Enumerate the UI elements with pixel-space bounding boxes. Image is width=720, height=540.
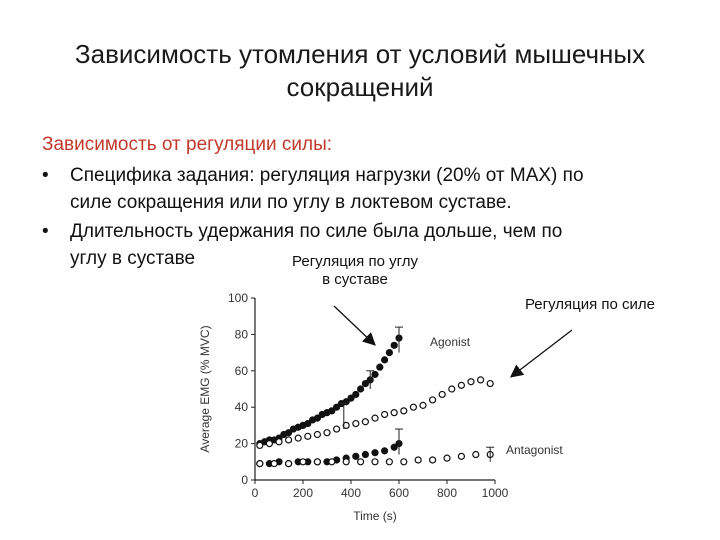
data-point: [438, 390, 446, 399]
x-tick-label: 1000: [482, 486, 509, 500]
slide-title: Зависимость утомления от условий мышечны…: [0, 38, 720, 104]
y-tick-label: 80: [235, 327, 249, 341]
y-tick-label: 0: [241, 473, 248, 487]
data-point: [270, 460, 278, 468]
data-point: [304, 419, 312, 428]
data-point: [385, 349, 393, 357]
data-point: [352, 390, 360, 399]
x-tick-label: 200: [293, 486, 313, 500]
data-point: [429, 396, 437, 404]
data-point: [371, 414, 379, 422]
data-point: [381, 447, 389, 455]
y-tick-label: 20: [235, 437, 249, 451]
data-point: [352, 452, 360, 460]
slide-title-line2: сокращений: [286, 72, 434, 102]
data-point: [467, 378, 475, 386]
data-point: [357, 385, 365, 393]
y-tick-label: 60: [235, 364, 249, 378]
data-point: [342, 421, 350, 429]
data-point: [285, 436, 293, 444]
bullet-line: углу в суставе: [70, 248, 196, 269]
arrow-joint: [333, 305, 376, 346]
bullet-item: • Длительность удержания по силе была до…: [42, 218, 682, 272]
data-point: [333, 403, 341, 411]
data-point: [361, 450, 369, 459]
data-point: [390, 443, 398, 451]
chart-axes: [251, 297, 496, 484]
data-point: [347, 394, 355, 402]
data-point: [400, 407, 408, 415]
bullet-list: • Специфика задания: регуляция нагрузки …: [42, 162, 682, 274]
x-tick-label: 600: [389, 486, 409, 500]
y-tick-label: 40: [235, 400, 249, 414]
data-point: [457, 381, 465, 389]
data-point: [299, 458, 307, 466]
bullet-dot-icon: •: [42, 221, 49, 242]
bullet-line: силе сокращения или по углу в локтевом с…: [70, 192, 512, 213]
data-point: [313, 430, 321, 439]
subheading: Зависимость от регуляции силы:: [42, 134, 333, 155]
annotation-joint-line1: Регуляция по углу: [292, 253, 418, 270]
data-point: [390, 341, 398, 349]
data-point: [385, 458, 393, 466]
data-point: [486, 379, 494, 388]
data-point: [285, 429, 293, 437]
data-point: [256, 441, 264, 450]
data-point: [352, 419, 360, 428]
bullet-item: • Специфика задания: регуляция нагрузки …: [42, 162, 682, 216]
data-point: [328, 458, 336, 466]
chart-labels: 0 200 400 600 800 1000 0 20 40 60 80 100 Time (s) Ave…: [198, 291, 563, 523]
x-tick-label: 800: [437, 486, 457, 500]
x-tick-label: 400: [341, 486, 361, 500]
data-point: [472, 450, 480, 459]
data-point: [381, 410, 389, 419]
data-point: [371, 449, 379, 457]
data-point: [371, 370, 379, 379]
data-point: [294, 434, 302, 442]
annotation-force-regulation: Регуляция по силе: [524, 296, 656, 313]
series-label-agonist: Agonist: [430, 335, 471, 349]
data-point: [361, 379, 369, 388]
data-point: [477, 376, 485, 384]
data-point: [357, 458, 365, 466]
data-point: [381, 356, 389, 364]
data-point: [275, 438, 283, 446]
data-point: [256, 460, 264, 468]
slide-title-line1: Зависимость утомления от условий мышечны…: [74, 39, 646, 69]
annotation-joint-line2: в суставе: [322, 271, 388, 288]
y-tick-label: 100: [228, 291, 248, 305]
arrow-force: [509, 329, 573, 378]
chart-marks: [256, 305, 573, 468]
data-point: [390, 409, 398, 417]
data-point: [313, 458, 321, 466]
data-point: [414, 456, 422, 464]
bullet-line: Длительность удержания по силе была доль…: [70, 221, 563, 242]
annotation-joint-regulation: Регуляция по углу в суставе: [270, 253, 440, 289]
data-point: [265, 440, 273, 448]
x-axis-label: Time (s): [353, 509, 397, 523]
y-axis-label: Average EMG (% MVC): [198, 325, 212, 452]
data-point: [328, 407, 336, 415]
data-point: [443, 454, 451, 462]
data-point: [323, 429, 331, 437]
bullet-dot-icon: •: [42, 165, 49, 186]
data-point: [285, 460, 293, 468]
data-point: [400, 458, 408, 466]
data-point: [361, 418, 369, 426]
data-point: [409, 403, 417, 411]
bullet-line: Специфика задания: регуляция нагрузки (2…: [70, 165, 584, 186]
data-point: [313, 414, 321, 422]
data-point: [448, 385, 456, 393]
data-point: [429, 456, 437, 464]
data-point: [419, 401, 427, 409]
data-point: [304, 432, 312, 440]
series-label-antagonist: Antagonist: [506, 443, 563, 457]
data-point: [371, 458, 379, 466]
data-point: [342, 458, 350, 466]
x-tick-label: 0: [252, 486, 259, 500]
data-point: [333, 425, 341, 433]
data-point: [376, 363, 384, 371]
data-point: [457, 452, 465, 460]
